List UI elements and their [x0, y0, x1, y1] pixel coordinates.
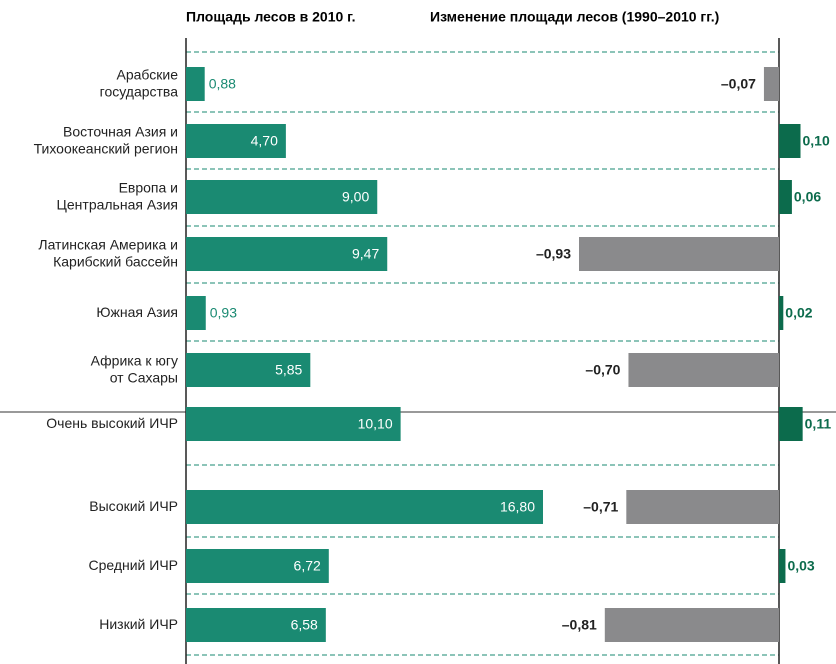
category-label: Очень высокий ИЧР — [46, 415, 178, 431]
bar — [186, 67, 205, 101]
category-line: Африка к югу — [91, 352, 178, 368]
bar — [628, 353, 779, 387]
value-label: 0,11 — [805, 416, 832, 432]
category-line: Тихоокеанский регион — [34, 140, 178, 156]
category-line: Европа и — [119, 179, 178, 195]
category-label: Африка к югу от Сахары — [91, 352, 178, 385]
category-label: Южная Азия — [96, 304, 178, 320]
value-label: 0,10 — [803, 133, 830, 149]
category-line: Центральная Азия — [57, 196, 178, 212]
value-label: –0,93 — [536, 246, 571, 262]
value-label: 0,02 — [785, 305, 812, 321]
value-label: 5,85 — [275, 362, 302, 378]
bar — [779, 296, 784, 330]
category-label: Арабские государства — [100, 66, 179, 99]
category-line: Арабские — [116, 66, 178, 82]
value-label: –0,81 — [562, 617, 597, 633]
value-label: 6,72 — [294, 558, 321, 574]
value-label: –0,71 — [583, 499, 618, 515]
category-line: Очень высокий ИЧР — [46, 415, 178, 431]
bar — [779, 407, 803, 441]
bar — [579, 237, 779, 271]
bar — [779, 549, 786, 583]
bar — [779, 124, 801, 158]
category-label: Европа и Центральная Азия — [57, 179, 178, 212]
category-label: Средний ИЧР — [88, 557, 178, 573]
value-label: 0,93 — [210, 305, 237, 321]
category-label: Восточная Азия и Тихоокеанский регион — [34, 123, 178, 156]
value-label: 9,00 — [342, 189, 369, 205]
value-label: 9,47 — [352, 246, 379, 262]
bar — [186, 180, 378, 214]
category-line: Высокий ИЧР — [89, 498, 178, 514]
category-line: Латинская Америка и — [38, 236, 178, 252]
bar — [604, 608, 779, 642]
category-line: Южная Азия — [96, 304, 178, 320]
value-label: 10,10 — [358, 416, 393, 432]
bar — [186, 549, 329, 583]
value-label: –0,70 — [585, 362, 620, 378]
value-label: 0,03 — [787, 558, 814, 574]
bar — [779, 180, 792, 214]
value-label: 6,58 — [291, 617, 318, 633]
category-line: Восточная Азия и — [63, 123, 178, 139]
left-title: Площадь лесов в 2010 г. — [186, 9, 355, 25]
right-title: Изменение площади лесов (1990–2010 гг.) — [430, 9, 719, 25]
category-line: Карибский бассейн — [53, 253, 178, 269]
value-label: 0,06 — [794, 189, 821, 205]
bar — [186, 237, 388, 271]
bar — [186, 296, 206, 330]
value-label: 4,70 — [251, 133, 278, 149]
bar — [626, 490, 779, 524]
category-line: государства — [100, 83, 179, 99]
bar — [763, 67, 779, 101]
category-label: Латинская Америка и Карибский бассейн — [38, 236, 178, 269]
bar — [186, 490, 543, 524]
category-line: Низкий ИЧР — [99, 616, 178, 632]
value-label: –0,07 — [721, 76, 756, 92]
bar — [186, 407, 401, 441]
bar — [186, 608, 326, 642]
value-label: 16,80 — [500, 499, 535, 515]
category-line: Средний ИЧР — [88, 557, 178, 573]
value-label: 0,88 — [209, 76, 236, 92]
category-line: от Сахары — [110, 369, 178, 385]
bar — [186, 353, 311, 387]
category-label: Высокий ИЧР — [89, 498, 178, 514]
category-label: Низкий ИЧР — [99, 616, 178, 632]
bar — [186, 124, 286, 158]
